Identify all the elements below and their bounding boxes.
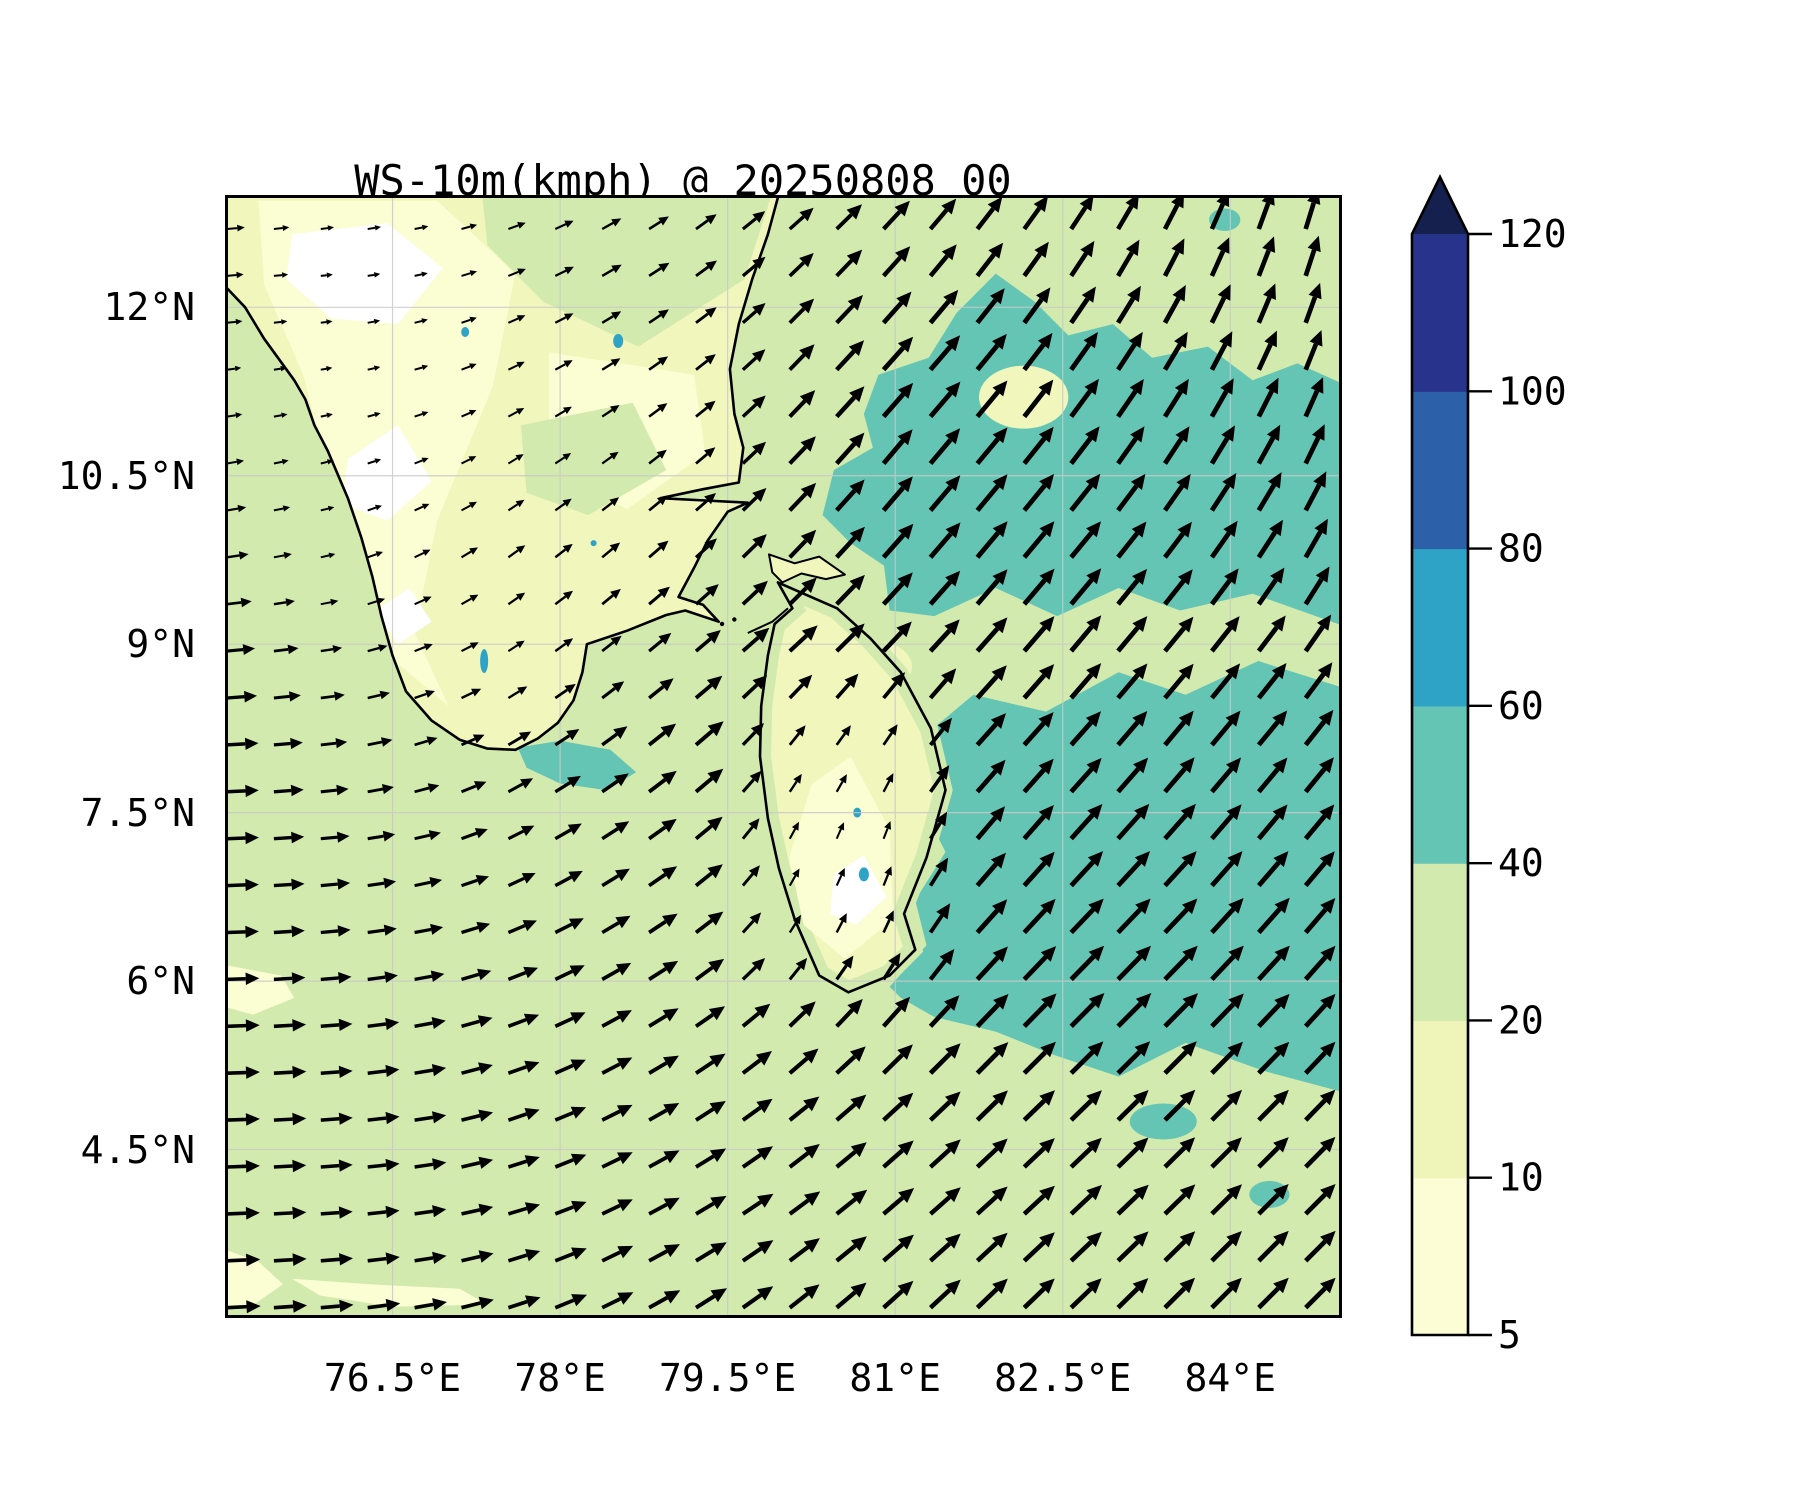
x-tick-label: 78°E [514, 1356, 606, 1400]
contour-fills [225, 195, 1342, 1318]
x-tick-label: 82.5°E [994, 1356, 1132, 1400]
x-tick-label: 76.5°E [323, 1356, 462, 1400]
colorbar-tick-label: 80 [1498, 527, 1544, 571]
y-tick-label: 7.5°N [80, 790, 195, 835]
wind-arrows [226, 195, 1336, 1314]
colorbar-outline [1410, 174, 1470, 1337]
plot-border [225, 195, 1342, 1318]
colorbar-ticks: 5 10 20 40 60 80 100 120 [1468, 212, 1567, 1357]
colorbar: 5 10 20 40 60 80 100 120 [1410, 174, 1567, 1357]
map-plot-area [225, 195, 1342, 1318]
y-tick-label: 6°N [126, 959, 195, 1004]
graticule-gridlines [225, 195, 1342, 1318]
y-tick-label: 9°N [126, 622, 195, 667]
y-tick-label: 10.5°N [57, 453, 195, 498]
india-landmass [225, 195, 781, 750]
y-tick-label: 4.5°N [80, 1127, 195, 1172]
colorbar-tick-label: 120 [1498, 212, 1567, 256]
colorbar-segments [1412, 234, 1468, 1336]
colorbar-tick-label: 60 [1498, 684, 1544, 728]
colorbar-tick-label: 100 [1498, 369, 1567, 413]
colorbar-tick-label: 40 [1498, 841, 1544, 885]
colorbar-tick-label: 10 [1498, 1156, 1544, 1200]
x-tick-label: 79.5°E [659, 1356, 797, 1400]
colorbar-tick-label: 5 [1498, 1313, 1521, 1357]
y-axis-tick-labels: 12°N 10.5°N 9°N 7.5°N 6°N 4.5°N [0, 0, 205, 1500]
colorbar-over-arrow [1412, 177, 1468, 234]
colorbar-tick-label: 20 [1498, 998, 1544, 1042]
y-tick-label: 12°N [103, 285, 195, 330]
x-tick-label: 84°E [1184, 1356, 1277, 1400]
x-tick-label: 81°E [849, 1356, 941, 1400]
